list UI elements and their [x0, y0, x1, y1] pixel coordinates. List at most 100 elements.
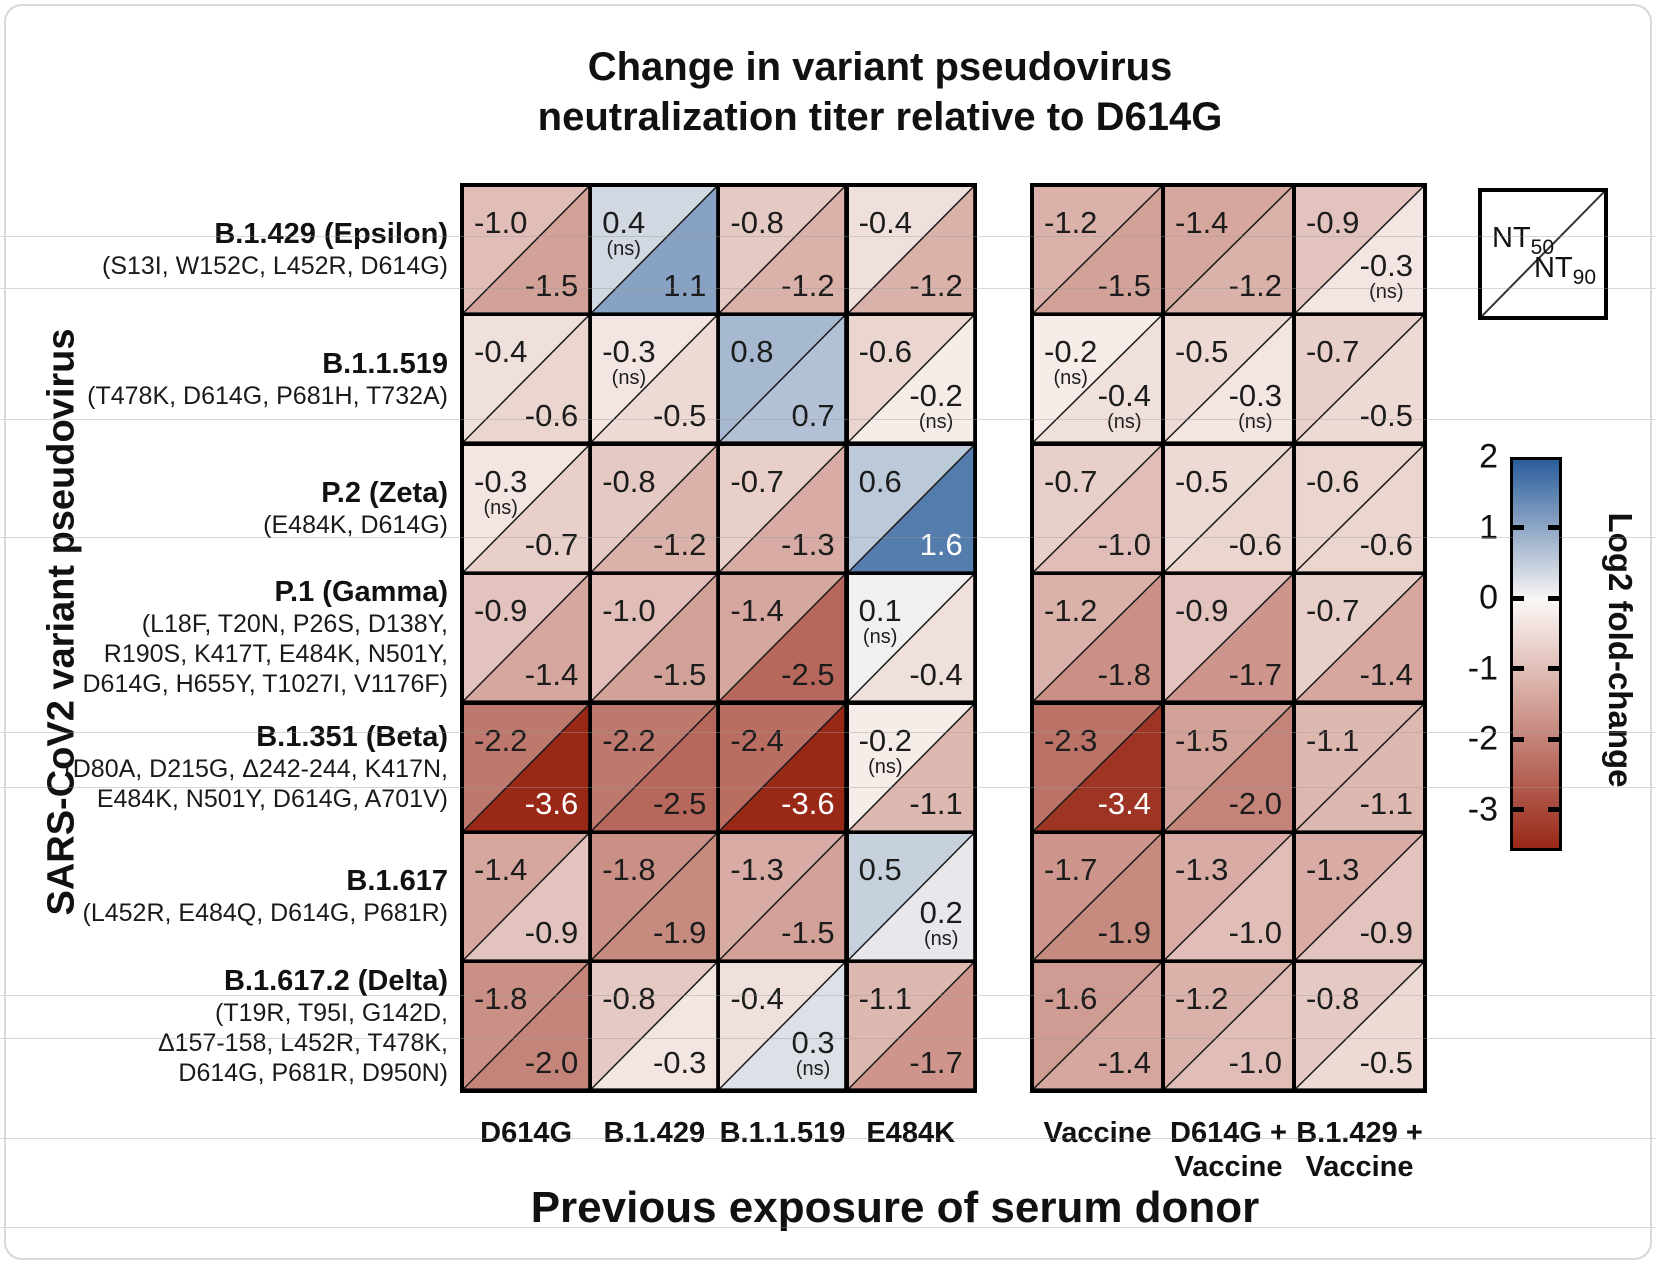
heatmap-cell: -1.0 -1.5	[590, 573, 719, 703]
nt50-label: NT50	[1492, 222, 1555, 259]
nt90-value: 0.3 (ns)	[791, 1024, 835, 1080]
ns-flag: (ns)	[606, 238, 641, 260]
heatmap-cell: -1.0 -1.5	[462, 185, 591, 315]
heatmap-cell: -0.5 -0.3 (ns)	[1163, 314, 1294, 444]
nt90-value: -2.5	[652, 785, 707, 821]
heatmap-cell: -0.7 -0.5	[1294, 314, 1425, 444]
nt90-value: 0.7	[791, 397, 835, 433]
heatmap-cell: -0.8 -1.2	[718, 185, 847, 315]
column-header-line: Vaccine	[1305, 1151, 1414, 1183]
nt90-value: 0.2 (ns)	[919, 895, 963, 951]
ns-flag: (ns)	[1369, 281, 1404, 304]
nt90-value: -0.3 (ns)	[1359, 248, 1413, 304]
nt50-value: -0.9	[1175, 593, 1229, 629]
nt50-value: -0.7	[1306, 334, 1360, 370]
heatmap-cell-triangles	[718, 961, 847, 1091]
nt90-value: -3.6	[781, 785, 835, 821]
nt90-label: NT90	[1533, 252, 1596, 289]
nt90-value: -1.0	[1228, 1044, 1282, 1080]
nt90-value: -1.0	[1097, 527, 1151, 563]
nt50-value: -1.0	[474, 205, 528, 240]
nt90-value: -1.4	[524, 656, 579, 692]
colorbar-tick-label: 0	[1479, 578, 1498, 617]
heatmap-cell-triangles	[1294, 185, 1425, 315]
nt90-value: -2.5	[781, 656, 835, 692]
figure-title-line2: neutralization titer relative to D614G	[537, 95, 1223, 139]
nt50-value: 0.4 (ns)	[602, 205, 646, 260]
column-header-line: B.1.429 +	[1296, 1117, 1423, 1149]
heatmap-cell: -1.8 -1.9	[590, 832, 719, 962]
ns-flag: (ns)	[924, 928, 959, 951]
heatmap-cell-triangles	[718, 314, 847, 444]
heatmap-cell: -1.3 -0.9	[1294, 832, 1425, 962]
variant-name: P.2 (Zeta)	[321, 476, 448, 509]
nt50-value: -0.7	[730, 463, 784, 499]
ns-flag: (ns)	[611, 367, 647, 390]
heatmap-cell: -1.4 -0.9	[462, 832, 591, 962]
nt50-value: -1.4	[474, 852, 528, 887]
nt90-value: -1.7	[1228, 656, 1282, 692]
row-label: B.1.429 (Epsilon) (S13I, W152C, L452R, D6…	[20, 185, 448, 314]
colorbar-tick-mark	[1513, 666, 1524, 672]
colorbar-tick-mark	[1513, 807, 1524, 813]
nt50-value: -0.8	[1306, 981, 1360, 1017]
nt50-value: -1.2	[1175, 981, 1229, 1017]
variant-name: B.1.617.2 (Delta)	[223, 964, 448, 997]
heatmap-cell: -1.1 -1.7	[846, 961, 975, 1091]
variant-mutations: (T19R, T95I, G142D,	[215, 998, 448, 1027]
column-header-line: Vaccine	[1174, 1151, 1283, 1183]
nt90-value: -1.8	[1097, 656, 1151, 692]
nt50-value: -0.5	[1175, 334, 1229, 370]
column-header-line: E484K	[866, 1117, 956, 1149]
column-header: D614G + Vaccine	[1119, 1116, 1339, 1184]
column-header: D614G	[416, 1116, 636, 1150]
heatmap-cell-triangles	[1294, 443, 1425, 574]
heatmap-cell: 0.4 (ns) 1.1	[590, 185, 719, 315]
cell-split-legend-diagonal	[1482, 192, 1604, 316]
nt50-value: -1.1	[858, 981, 913, 1017]
nt50-value: -0.3 (ns)	[474, 463, 528, 519]
heatmap-cell: -0.7 -1.3	[718, 443, 847, 574]
nt50-value: -1.8	[602, 852, 656, 887]
ns-flag: (ns)	[862, 626, 898, 649]
colorbar-tick-label: -2	[1467, 719, 1498, 758]
nt50-value: -1.0	[602, 593, 656, 629]
nt90-value: 1.6	[919, 527, 963, 563]
nt50-value: -1.6	[1044, 981, 1098, 1017]
ns-flag: (ns)	[795, 1057, 831, 1080]
colorbar	[1510, 457, 1562, 851]
nt90-value: -0.5	[652, 397, 707, 433]
nt50-value: -1.1	[1306, 722, 1360, 758]
variant-name: B.1.351 (Beta)	[256, 720, 448, 753]
variant-mutations: D614G, H655Y, T1027I, V1176F)	[82, 670, 448, 699]
row-label: B.1.617 (L452R, E484Q, D614G, P681R)	[20, 832, 448, 961]
nt50-value: -0.2 (ns)	[858, 722, 913, 778]
variant-name: P.1 (Gamma)	[274, 576, 448, 609]
heatmap-cell: -0.9 -1.4	[462, 573, 591, 703]
nt50-value: -0.6	[858, 334, 913, 370]
nt90-value: -1.5	[1097, 268, 1151, 304]
nt90-value: -1.0	[1228, 915, 1282, 951]
heatmap-cell: -1.1 -1.1	[1294, 702, 1425, 832]
nt50-value: -2.2	[602, 722, 656, 758]
colorbar-tick-mark	[1513, 736, 1524, 742]
nt90-value: -0.9	[1359, 915, 1413, 951]
nt90-value: -1.1	[1359, 785, 1413, 821]
nt50-value: -0.2 (ns)	[1044, 334, 1098, 390]
heatmap-cell: 0.6 1.6	[846, 443, 975, 574]
variant-mutations: D614G, P681R, D950N)	[178, 1058, 448, 1087]
nt50-value: 0.8	[730, 334, 774, 370]
figure-title: Change in variant pseudovirus neutraliza…	[300, 42, 1460, 142]
nt90-value: -0.5	[1359, 397, 1413, 433]
colorbar-tick-label: 2	[1479, 437, 1498, 476]
nt50-value: -0.8	[602, 981, 656, 1017]
nt50-value: -1.5	[1175, 722, 1229, 758]
variant-mutations: E484K, N501Y, D614G, A701V)	[96, 784, 448, 813]
heatmap-cell: -1.3 -1.0	[1163, 832, 1294, 962]
variant-name: B.1.429 (Epsilon)	[214, 218, 448, 251]
heatmap-cell: -0.2 (ns) -0.4 (ns)	[1032, 314, 1163, 444]
nt90-value: -1.4	[1359, 656, 1413, 692]
variant-mutations: Δ157-158, L452R, T478K,	[157, 1028, 448, 1057]
heatmap-cell: -2.2 -2.5	[590, 702, 719, 832]
nt50-value: -1.3	[1175, 852, 1229, 887]
